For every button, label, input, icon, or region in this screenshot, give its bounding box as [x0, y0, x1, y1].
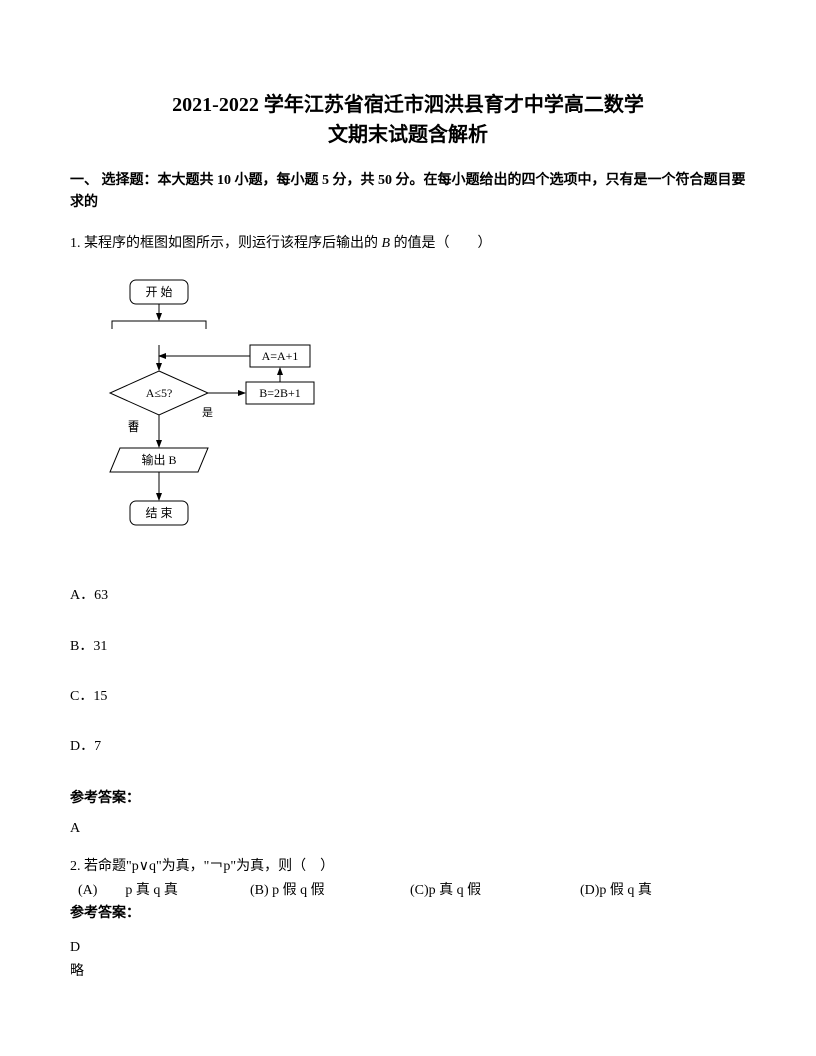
fc-end: 结 束: [145, 506, 172, 520]
q1-options: A．63 B．31 C．15 D．7: [70, 585, 746, 759]
svg-text:是: 是: [202, 406, 213, 419]
svg-text:A=A+1: A=A+1: [262, 349, 299, 363]
q2-option-d: (D)p 假 q 真: [580, 879, 652, 903]
flowchart-diagram: 开 始 A=1，B=1 A≤5? 是 否 B=2B+1 A=A+1: [90, 275, 746, 555]
q1-option-a: A．63: [70, 585, 746, 607]
flowchart-svg: 开 始 A=1，B=1 A≤5? 是 否 B=2B+1 A=A+1: [90, 275, 340, 555]
q1-stem-suffix: 的值是（ ）: [390, 236, 492, 251]
q2-stem: 2. 若命题"p∨q"为真，"￢p"为真，则（ ）: [70, 855, 746, 879]
svg-text:B=2B+1: B=2B+1: [259, 386, 301, 400]
title-line-1: 2021-2022 学年江苏省宿迁市泗洪县育才中学高二数学: [70, 90, 746, 120]
q2-option-a: (A) p 真 q 真: [70, 879, 250, 903]
question-2: 2. 若命题"p∨q"为真，"￢p"为真，则（ ） (A) p 真 q 真 (B…: [70, 855, 746, 984]
section-heading: 一、 选择题：本大题共 10 小题，每小题 5 分，共 50 分。在每小题给出的…: [70, 170, 746, 215]
q2-option-c: (C)p 真 q 假: [410, 879, 580, 903]
q1-option-c: C．15: [70, 686, 746, 708]
q1-stem-prefix: 1. 某程序的框图如图所示，则运行该程序后输出的: [70, 236, 382, 251]
q1-option-d: D．7: [70, 736, 746, 758]
q2-answer: D: [70, 936, 746, 960]
q2-options: (A) p 真 q 真 (B) p 假 q 假 (C)p 真 q 假 (D)p …: [70, 879, 746, 903]
fc-start: 开 始: [145, 285, 172, 299]
q2-note: 略: [70, 960, 746, 984]
title-line-2: 文期末试题含解析: [70, 120, 746, 150]
q2-answer-label: 参考答案：: [70, 902, 746, 926]
fc-output: 输出 B: [141, 452, 176, 467]
q1-option-b: B．31: [70, 636, 746, 658]
q2-option-b: (B) p 假 q 假: [250, 879, 410, 903]
question-1-stem: 1. 某程序的框图如图所示，则运行该程序后输出的 B 的值是（ ）: [70, 233, 746, 255]
q1-answer-label: 参考答案：: [70, 787, 746, 807]
exam-title: 2021-2022 学年江苏省宿迁市泗洪县育才中学高二数学 文期末试题含解析: [70, 90, 746, 150]
svg-text:否: 否: [128, 422, 139, 434]
svg-text:A≤5?: A≤5?: [146, 386, 173, 400]
q1-stem-var: B: [382, 236, 391, 251]
q1-answer: A: [70, 821, 746, 837]
